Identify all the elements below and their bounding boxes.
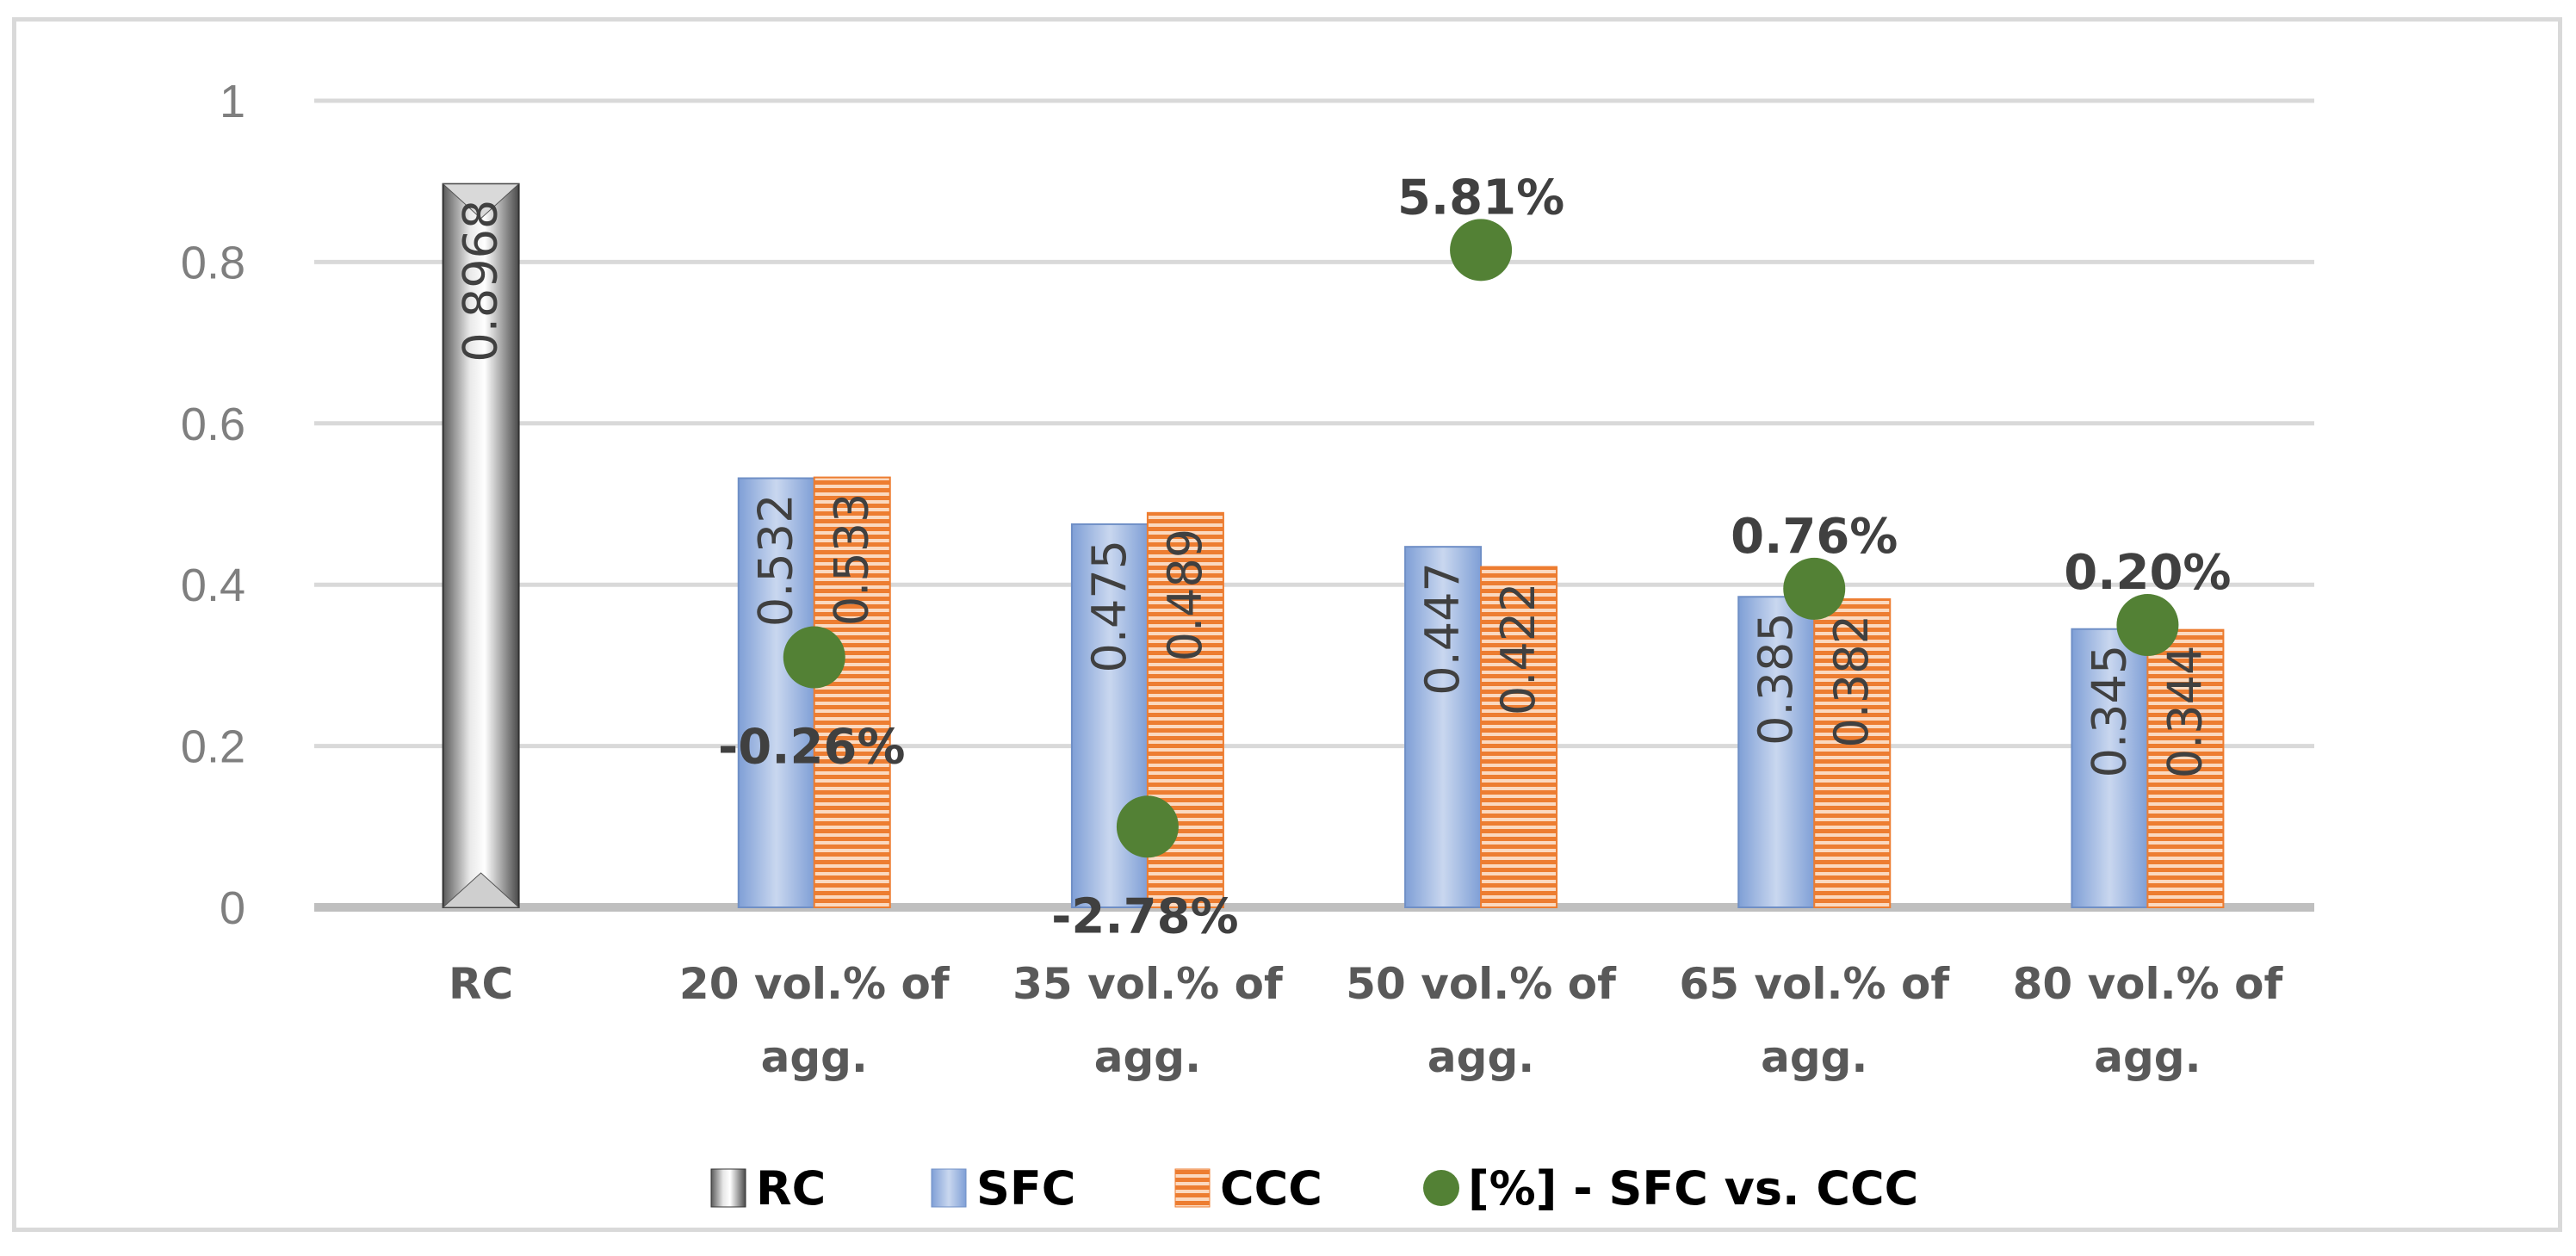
bar-data-label: 0.344 — [2158, 646, 2212, 779]
x-axis: RC 20 vol.% of agg. 35 vol.% of agg. 50 vol.%… — [449, 959, 2284, 1082]
bar-data-label: 0.385 — [1749, 612, 1803, 746]
bar-data-label: 0.8968 — [454, 200, 508, 362]
legend-label: SFC — [976, 1161, 1075, 1216]
legend-swatch — [1174, 1168, 1211, 1208]
bar-data-label: 0.382 — [1824, 615, 1879, 748]
bar-sfc — [737, 477, 815, 908]
difference-label: 0.76% — [1731, 509, 1898, 565]
bar-ccc — [2146, 628, 2225, 908]
category-label: 20 vol.% of — [679, 959, 951, 1009]
y-tick-label: 1 — [220, 76, 245, 127]
category-label: 35 vol.% of — [1012, 959, 1284, 1009]
difference-label: -2.78% — [1051, 888, 1239, 944]
difference-marker — [1116, 795, 1179, 858]
markers: -0.26% -2.78% 5.81% 0.76% 0.20% — [718, 170, 2232, 944]
difference-marker — [1450, 219, 1513, 282]
bar-data-label: 0.422 — [1491, 583, 1545, 716]
bar-sfc — [1737, 596, 1816, 908]
bars: 0.8968 0.532 0.533 0.475 0.489 0.447 0.422 0.38… — [442, 183, 2225, 908]
bar-data-label: 0.447 — [1415, 562, 1470, 696]
bar-ccc — [1813, 598, 1892, 908]
difference-label: -0.26% — [718, 720, 906, 776]
y-axis: 0 0.2 0.4 0.6 0.8 1 — [181, 76, 245, 934]
difference-label: 5.81% — [1397, 170, 1564, 226]
y-tick-label: 0.6 — [181, 399, 245, 450]
category-label: 80 vol.% of — [2013, 959, 2284, 1009]
bar-data-label: 0.489 — [1158, 529, 1212, 662]
bar-rc — [442, 183, 520, 908]
bar-rc-bevel-bottom — [442, 872, 520, 908]
category-label: 50 vol.% of — [1346, 959, 1617, 1009]
bar-data-label: 0.345 — [2082, 645, 2136, 778]
category-label: agg. — [1427, 1032, 1534, 1082]
legend-label: RC — [756, 1161, 826, 1216]
category-label: RC — [449, 959, 513, 1009]
bar-data-label: 0.475 — [1082, 540, 1136, 673]
category-label: agg. — [1761, 1032, 1867, 1082]
bar-ccc — [1480, 566, 1558, 908]
bar-sfc — [2071, 628, 2149, 908]
category-label: agg. — [1094, 1032, 1201, 1082]
difference-marker — [783, 626, 845, 689]
difference-marker — [1783, 557, 1846, 620]
legend-label: [%] - SFC vs. CCC — [1468, 1161, 1918, 1216]
gridlines — [314, 98, 2314, 912]
y-tick-label: 0.2 — [181, 721, 245, 773]
bar-data-label: 0.532 — [749, 494, 803, 628]
y-tick-label: 0.8 — [181, 237, 245, 288]
category-label: agg. — [761, 1032, 868, 1082]
bar-ccc — [813, 476, 891, 908]
legend-swatch — [710, 1168, 746, 1208]
legend-swatch — [931, 1168, 967, 1208]
category-label: agg. — [2094, 1032, 2201, 1082]
legend: RC SFC CCC [%] - SFC vs. CCC — [710, 1161, 1918, 1216]
legend-swatch — [1423, 1170, 1459, 1206]
bar-sfc — [1404, 546, 1483, 908]
bar-data-label: 0.533 — [825, 493, 879, 627]
y-tick-label: 0.4 — [181, 560, 245, 611]
difference-marker — [2116, 594, 2179, 657]
bar-rc-bevel-top — [442, 183, 520, 220]
difference-label: 0.20% — [2064, 545, 2231, 601]
legend-label: CCC — [1220, 1161, 1322, 1216]
category-label: 65 vol.% of — [1679, 959, 1950, 1009]
y-tick-label: 0 — [220, 882, 245, 934]
